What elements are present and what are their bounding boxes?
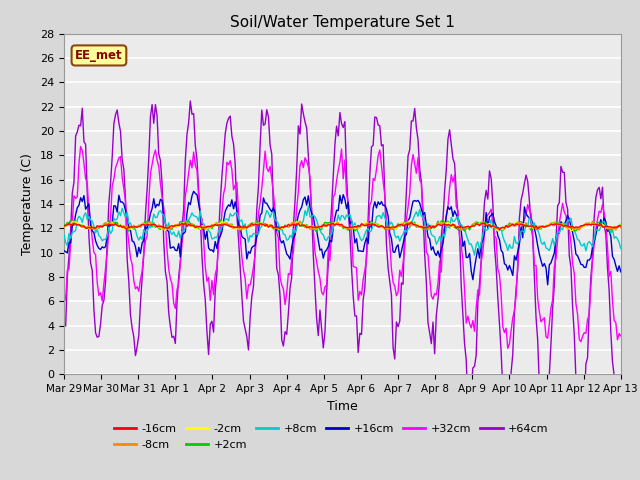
Title: Soil/Water Temperature Set 1: Soil/Water Temperature Set 1 bbox=[230, 15, 455, 30]
X-axis label: Time: Time bbox=[327, 400, 358, 413]
Y-axis label: Temperature (C): Temperature (C) bbox=[22, 153, 35, 255]
Text: EE_met: EE_met bbox=[75, 49, 123, 62]
Legend: -16cm, -8cm, -2cm, +2cm, +8cm, +16cm, +32cm, +64cm: -16cm, -8cm, -2cm, +2cm, +8cm, +16cm, +3… bbox=[114, 424, 548, 450]
